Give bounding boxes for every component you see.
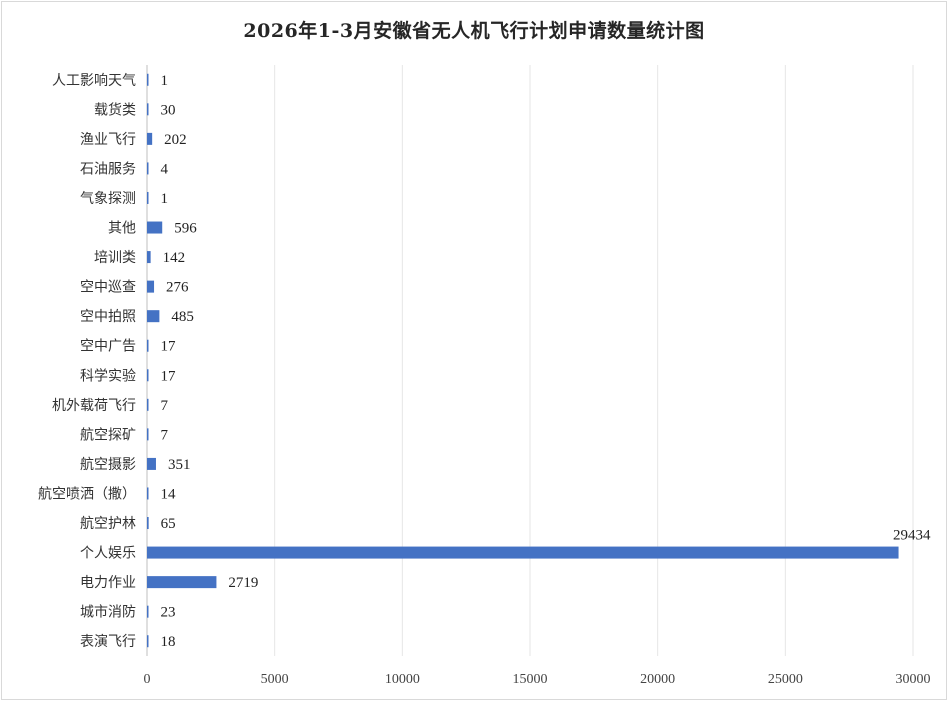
category-label: 航空探矿 [80,427,136,443]
category-label: 电力作业 [80,575,136,591]
category-label: 其他 [108,221,136,237]
value-label: 596 [174,221,197,237]
value-label: 4 [161,161,169,177]
bar [147,605,149,618]
bar [147,103,149,116]
value-label: 30 [161,102,176,118]
bar [147,280,155,293]
bar [147,132,153,145]
value-label: 7 [161,427,169,443]
category-label: 航空护林 [80,516,136,532]
value-label: 276 [166,280,189,296]
bar [147,428,149,441]
x-tick-label: 10000 [385,672,420,687]
x-tick-label: 25000 [768,672,803,687]
category-label: 培训类 [94,250,136,266]
category-label: 城市消防 [80,604,136,621]
bar [147,398,149,411]
bar [147,635,149,648]
category-label: 表演飞行 [80,634,136,650]
category-label: 个人娱乐 [80,546,136,562]
category-label: 载货类 [94,101,136,118]
bar [147,487,149,500]
value-label: 17 [161,368,177,384]
value-label: 65 [161,516,176,532]
bar [147,369,149,382]
value-label: 29434 [893,528,931,544]
category-label: 机外载荷飞行 [52,398,136,414]
value-label: 485 [171,309,194,325]
value-label: 351 [168,457,191,473]
x-tick-label: 5000 [261,672,289,687]
bar [147,251,151,264]
value-label: 18 [161,634,176,650]
bar [147,221,163,234]
bar [147,73,149,86]
category-label: 空中广告 [80,339,136,355]
bar [147,517,149,530]
category-label: 空中拍照 [80,309,136,325]
category-label: 航空摄影 [80,457,136,473]
bar [147,162,149,175]
bar [147,546,899,559]
x-tick-label: 0 [144,672,151,687]
bar [147,310,160,323]
bar [147,457,156,470]
value-label: 23 [161,605,176,621]
category-label: 人工影响天气 [52,73,136,89]
value-label: 17 [161,339,177,355]
category-label: 科学实验 [80,368,136,384]
value-label: 14 [161,486,177,502]
x-tick-label: 20000 [640,672,675,687]
value-label: 1 [161,191,169,207]
value-label: 202 [164,132,187,148]
category-label: 气象探测 [80,191,136,207]
category-label: 空中巡查 [80,280,136,296]
bar [147,191,149,204]
value-label: 1 [161,73,169,89]
category-label: 渔业飞行 [80,132,136,148]
category-label: 航空喷洒（撒） [38,486,136,502]
chart-title: 2026年1-3月安徽省无人机飞行计划申请数量统计图 [243,20,705,42]
x-tick-label: 30000 [896,672,931,687]
bar [147,576,217,589]
bar [147,339,149,352]
category-label: 石油服务 [80,161,136,177]
value-label: 2719 [228,575,258,591]
x-tick-label: 15000 [513,672,548,687]
value-label: 7 [161,398,169,414]
value-label: 142 [163,250,186,266]
